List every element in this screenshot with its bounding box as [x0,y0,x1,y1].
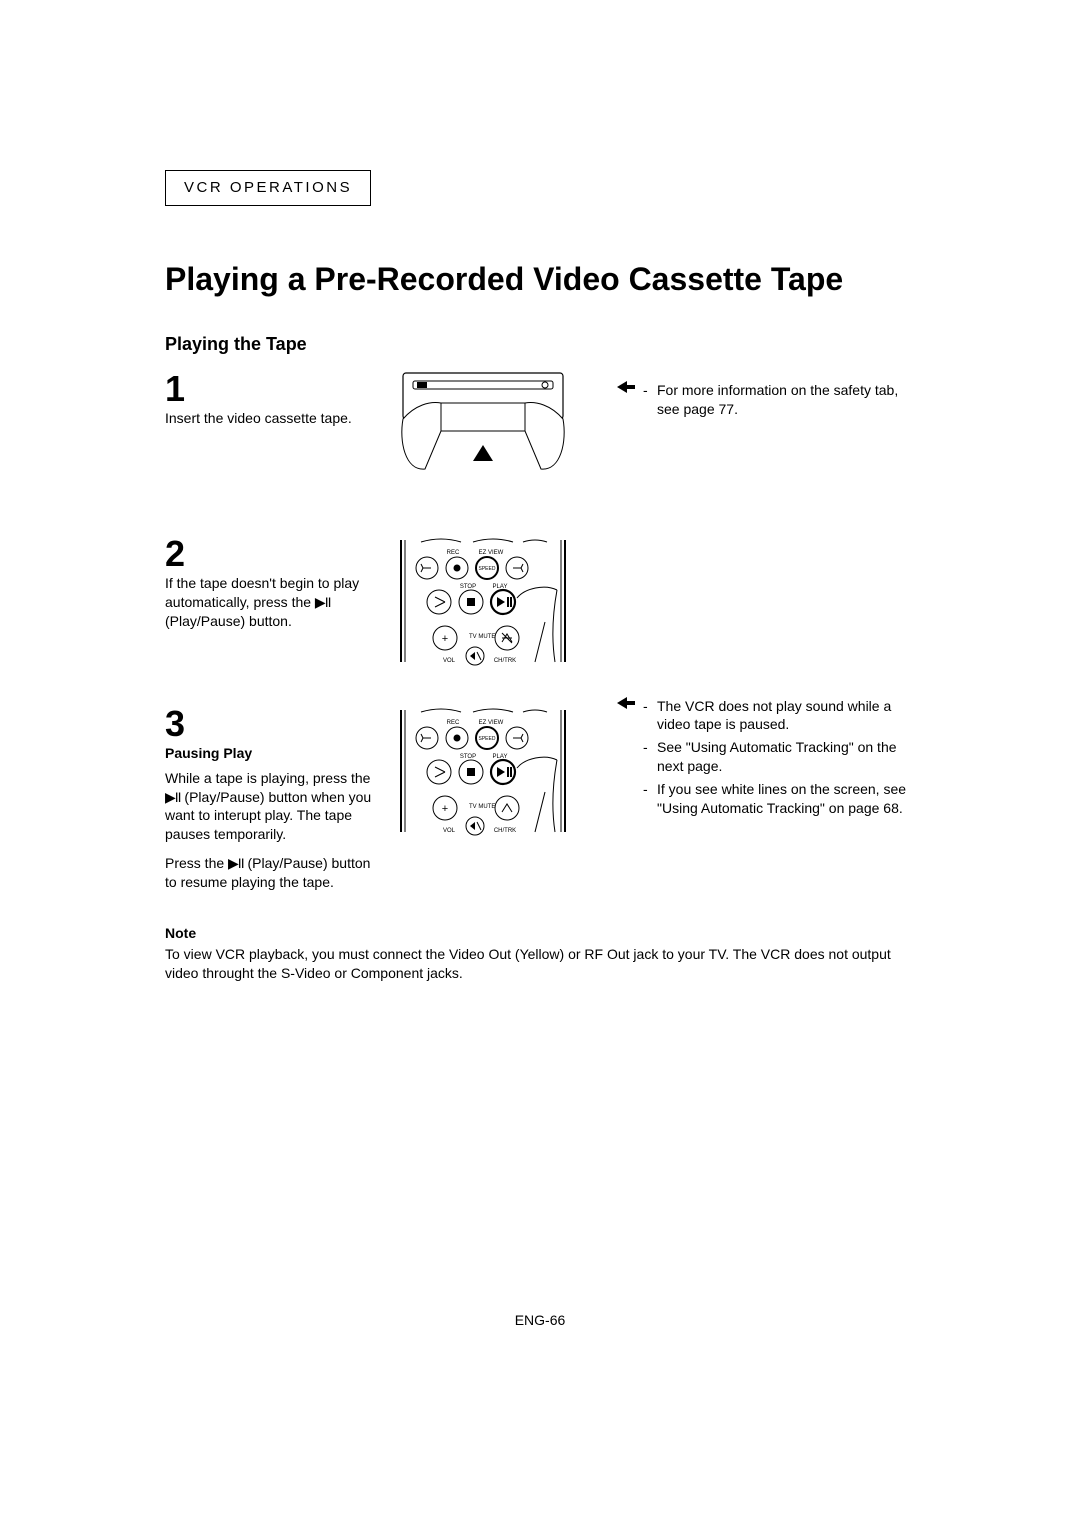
step-3: 3 Pausing Play While a tape is playing, … [165,706,605,892]
step-2-number: 2 [165,536,380,572]
sidenote-1-list: For more information on the safety tab, … [643,381,915,423]
left-pointer-icon [617,381,635,423]
play-pause-icon: ▶II [315,594,331,610]
sidenote-3: The VCR does not play sound while a vide… [617,697,915,822]
play-pause-icon: ▶II [228,855,244,871]
svg-text:SPEED: SPEED [479,566,496,572]
step-3-illustration: REC EZ VIEW SPEED STOP PLAY [390,706,580,892]
control-panel-play-icon: REC EZ VIEW SPEED STOP PLAY [395,536,575,666]
step-3-para1-b: (Play/Pause) button when you want to int… [165,789,371,843]
section-header-box: VCR OPERATIONS [165,170,371,206]
step-1-body: Insert the video cassette tape. [165,409,380,428]
sidenote-3-item-a: The VCR does not play sound while a vide… [643,697,915,735]
right-column: For more information on the safety tab, … [625,371,915,896]
step-3-heading: Pausing Play [165,744,380,763]
svg-text:+: + [442,633,448,645]
step-2-body-b: (Play/Pause) button. [165,613,292,629]
svg-text:REC: REC [447,720,460,726]
sidenote-3-item-c: If you see white lines on the screen, se… [643,780,915,818]
svg-text:VOL: VOL [443,828,456,834]
note-body: To view VCR playback, you must connect t… [165,945,915,983]
note-heading: Note [165,924,915,943]
section-header-text: VCR OPERATIONS [184,179,352,196]
svg-text:STOP: STOP [460,754,476,760]
svg-text:CH/TRK: CH/TRK [494,828,516,834]
svg-text:TV MUTE: TV MUTE [469,634,495,640]
step-3-number: 3 [165,706,380,742]
sidenote-1-item: For more information on the safety tab, … [643,381,915,419]
step-1-illustration [390,371,580,496]
page-footer: ENG-66 [0,1312,1080,1328]
control-panel-pause-icon: REC EZ VIEW SPEED STOP PLAY [395,706,575,836]
svg-text:EZ VIEW: EZ VIEW [479,550,504,556]
svg-text:TV MUTE: TV MUTE [469,804,495,810]
svg-text:SPEED: SPEED [479,736,496,742]
step-3-text: 3 Pausing Play While a tape is playing, … [165,706,380,892]
step-1: 1 Insert the video cassette tape. [165,371,605,496]
sidenote-1: For more information on the safety tab, … [617,381,915,423]
left-pointer-icon [617,697,635,822]
page-subtitle: Playing the Tape [165,334,915,355]
step-3-para2-a: Press the [165,855,228,871]
step-1-number: 1 [165,371,380,407]
manual-page: VCR OPERATIONS Playing a Pre-Recorded Vi… [0,0,1080,1528]
svg-text:EZ VIEW: EZ VIEW [479,720,504,726]
left-column: 1 Insert the video cassette tape. [165,371,605,896]
sidenote-3-item-b: See "Using Automatic Tracking" on the ne… [643,738,915,776]
step-2-illustration: REC EZ VIEW SPEED STOP PLAY [390,536,580,666]
play-pause-icon: ▶II [165,789,181,805]
step-3-para1-a: While a tape is playing, press the [165,770,370,786]
page-title: Playing a Pre-Recorded Video Cassette Ta… [165,261,915,298]
svg-text:VOL: VOL [443,658,456,664]
cassette-insert-icon [395,371,575,496]
content-columns: 1 Insert the video cassette tape. [165,371,915,896]
step-1-text: 1 Insert the video cassette tape. [165,371,380,496]
svg-text:REC: REC [447,550,460,556]
step-2-text: 2 If the tape doesn't begin to play auto… [165,536,380,666]
svg-text:CH/TRK: CH/TRK [494,658,516,664]
svg-text:+: + [442,803,448,815]
note-section: Note To view VCR playback, you must conn… [165,924,915,983]
sidenote-3-list: The VCR does not play sound while a vide… [643,697,915,822]
svg-text:STOP: STOP [460,584,476,590]
step-2: 2 If the tape doesn't begin to play auto… [165,536,605,666]
